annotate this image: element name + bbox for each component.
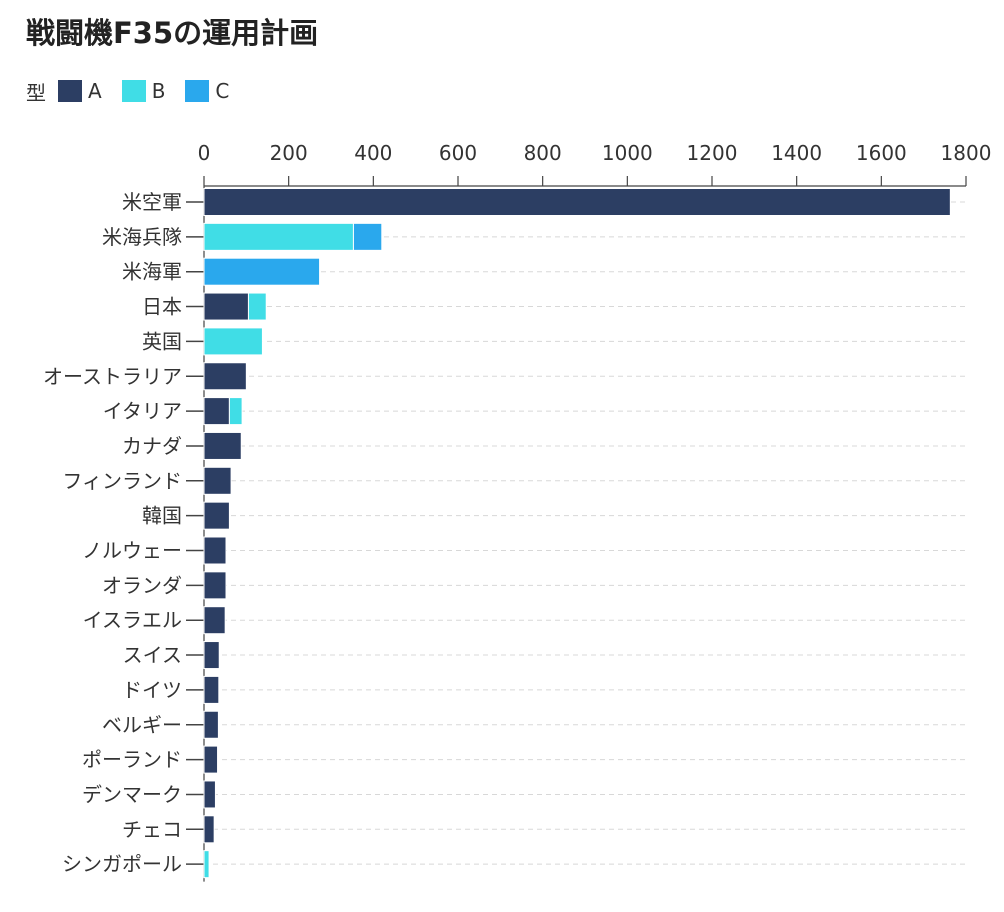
y-tick-label: ノルウェー	[82, 539, 182, 563]
x-tick-label: 200	[270, 141, 308, 165]
x-tick-label: 1400	[771, 141, 822, 165]
bar-b	[247, 292, 267, 321]
y-tick-label: ポーランド	[82, 748, 182, 772]
legend-item-c: C	[185, 79, 229, 103]
bar-b	[203, 327, 263, 356]
y-tick-label: 日本	[142, 295, 182, 319]
y-tick-label: イタリア	[103, 399, 182, 423]
x-tick-label: 1800	[941, 141, 992, 165]
y-tick-label: ドイツ	[122, 678, 182, 702]
y-tick-label: 英国	[142, 329, 182, 353]
bar-a	[203, 815, 215, 844]
y-tick-label: 米海軍	[122, 260, 182, 284]
y-tick-label: オランダ	[102, 573, 182, 597]
bar-a	[203, 536, 227, 565]
legend-title: 型	[26, 80, 46, 105]
bar-a	[203, 675, 220, 704]
bar-b	[228, 397, 243, 426]
bar-a	[203, 362, 247, 391]
legend: 型 A B C	[26, 78, 249, 105]
bar-a	[203, 292, 249, 321]
bar-a	[203, 710, 219, 739]
x-tick-label: 1000	[602, 141, 653, 165]
bar-a	[203, 745, 219, 774]
bar-b	[203, 850, 210, 879]
bar-a	[203, 431, 242, 460]
y-tick-label: イスラエル	[83, 608, 182, 632]
x-tick-label: 400	[354, 141, 392, 165]
bar-a	[203, 501, 230, 530]
bar-b	[203, 222, 354, 251]
bar-a	[203, 641, 220, 670]
legend-item-b: B	[121, 79, 166, 103]
legend-label-c: C	[215, 79, 230, 103]
bar-a	[203, 397, 230, 426]
bar-a	[203, 780, 216, 809]
legend-swatch-b	[121, 80, 146, 102]
y-tick-label: デンマーク	[82, 782, 182, 806]
y-tick-label: 韓国	[142, 504, 182, 528]
y-tick-label: フィンランド	[62, 469, 182, 493]
y-tick-label: 米空軍	[122, 190, 182, 214]
x-tick-label: 1200	[687, 141, 738, 165]
x-tick-label: 1600	[856, 141, 907, 165]
y-tick-label: ベルギー	[102, 713, 182, 737]
legend-item-a: A	[58, 79, 102, 103]
legend-label-a: A	[88, 79, 102, 103]
bar-c	[203, 257, 321, 286]
x-tick-label: 0	[198, 141, 211, 165]
bar-a	[203, 466, 232, 495]
legend-swatch-c	[185, 80, 210, 102]
x-tick-label: 800	[524, 141, 562, 165]
y-tick-label: チェコ	[122, 817, 182, 841]
y-tick-label: スイス	[123, 643, 182, 667]
bar-a	[203, 571, 227, 600]
legend-swatch-a	[58, 80, 82, 102]
bar-a	[203, 606, 226, 635]
chart-title: 戦闘機F35の運用計画	[26, 16, 319, 50]
y-tick-label: カナダ	[122, 434, 182, 458]
bar-a	[203, 188, 951, 216]
bar-c	[352, 222, 383, 251]
y-tick-label: 米海兵隊	[102, 225, 182, 249]
legend-label-b: B	[151, 79, 166, 103]
y-tick-label: シンガポール	[62, 852, 182, 876]
x-tick-label: 600	[439, 141, 477, 165]
y-tick-label: オーストラリア	[43, 364, 182, 388]
